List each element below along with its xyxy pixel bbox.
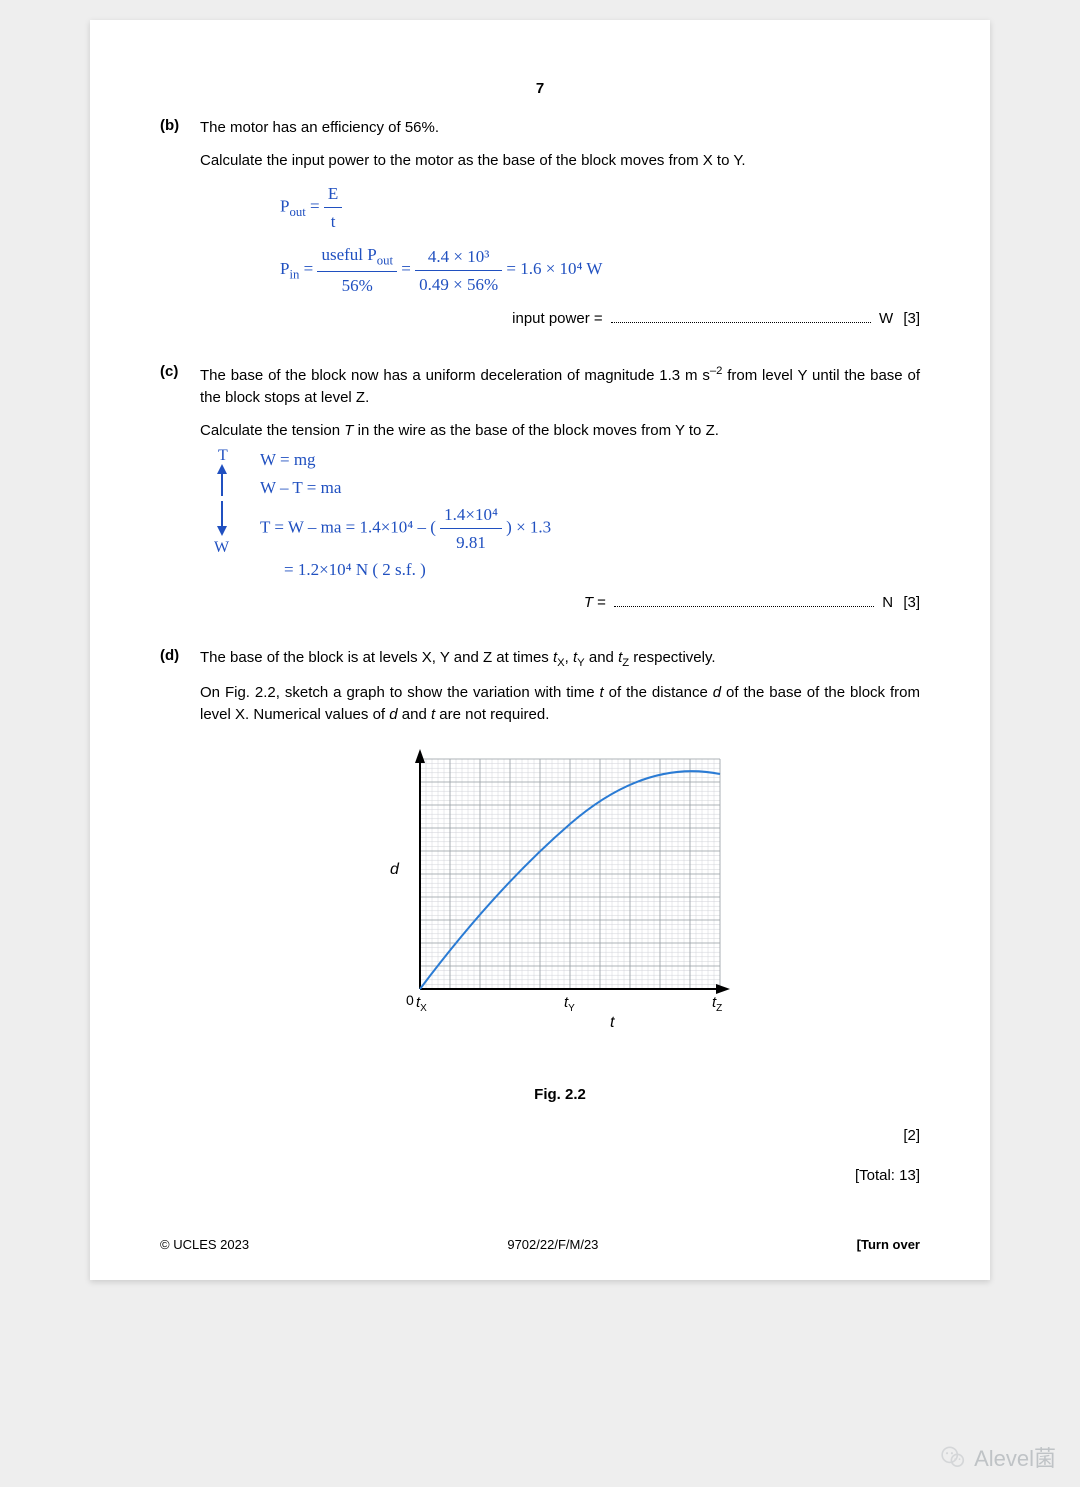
w: = 1.2×10⁴ N ( 2 s.f. ) [260,556,551,583]
t: respectively. [629,649,715,666]
part-d: (d) The base of the block is at levels X… [160,647,920,1188]
page-number: 7 [160,80,920,97]
ans-eq: = [593,594,606,611]
w: out [289,205,305,219]
w: T = W – ma = 1.4×10⁴ – ( [260,517,436,536]
part-b-text: The motor has an efficiency of 56%. [200,119,439,136]
t: d [713,684,721,701]
part-b: (b) The motor has an efficiency of 56%. … [160,117,920,355]
w: useful P [321,245,376,264]
t: and [398,706,431,723]
w: 4.4 × 10³ [415,243,502,271]
watermark-text: Alevel菌 [974,1441,1056,1473]
w: 1.4×10⁴ [440,501,502,529]
w: 56% [317,272,397,299]
part-b-working: Pout = Et Pin = useful Pout56% = 4.4 × 1… [280,180,920,299]
svg-text:tX: tX [416,994,427,1014]
part-b-instr: Calculate the input power to the motor a… [200,150,920,173]
ans-marks: [3] [903,592,920,615]
t: in the wire as the base of the block mov… [353,422,718,439]
w: out [377,254,393,268]
footer-copyright: © UCLES 2023 [160,1237,249,1252]
part-c-body: The base of the block now has a uniform … [200,363,920,639]
watermark: Alevel菌 [940,1441,1056,1473]
part-b-label: (b) [160,117,200,355]
t: X [557,657,565,669]
w: in [289,268,299,282]
svg-text:t: t [610,1014,615,1031]
ans-marks: [3] [903,308,920,331]
svg-text:0: 0 [406,992,414,1008]
exam-page: 7 (b) The motor has an efficiency of 56%… [90,20,990,1280]
svg-text:d: d [390,861,400,878]
t: , [565,649,573,666]
part-c-working: T W W = mg W – T = ma T = W – ma = 1.4×1 [200,446,920,583]
w: 0.49 × 56% [415,271,502,298]
w: ) × 1.3 [506,517,551,536]
w: = [299,259,317,278]
part-b-answer-line: input power = W [3] [200,307,920,331]
ans-unit: N [882,594,893,611]
fbd-t: T [218,447,228,464]
t: Calculate the tension [200,422,344,439]
part-c-label: (c) [160,363,200,639]
t: of the distance [604,684,713,701]
w: = [306,197,324,216]
graph-svg: d 0tX tY tZ t [350,739,770,1049]
t: The base of the block is at levels X, Y … [200,649,553,666]
w: = 1.6 × 10⁴ W [506,259,602,278]
t: are not required. [435,706,549,723]
svg-text:tZ: tZ [712,994,722,1014]
part-c: (c) The base of the block now has a unif… [160,363,920,639]
w: W – T = ma [260,474,551,501]
part-d-marks: [2] [200,1125,920,1148]
part-b-body: The motor has an efficiency of 56%. Calc… [200,117,920,355]
wechat-icon [940,1444,966,1470]
figure-2-2: d 0tX tY tZ t Fig. 2.2 [200,739,920,1107]
w: W = mg [260,446,551,473]
answer-blank [611,307,871,323]
ans-unit: W [879,310,893,327]
part-d-label: (d) [160,647,200,1188]
ans-label: input power = [512,310,602,327]
part-c-instr: Calculate the tension T in the wire as t… [200,420,920,443]
part-c-sup: –2 [710,365,723,377]
t: and [585,649,618,666]
svg-text:tY: tY [564,994,575,1014]
free-body-diagram: T W [200,446,260,583]
part-c-answer-line: T = N [3] [200,591,920,615]
part-d-instr: On Fig. 2.2, sketch a graph to show the … [200,682,920,727]
part-c-text-a: The base of the block now has a uniform … [200,367,710,384]
ans-T: T [584,594,593,611]
footer-turn-over: [Turn over [857,1237,920,1252]
t: Y [577,657,585,669]
answer-blank [614,591,874,607]
w: 9.81 [440,529,502,556]
total-marks: [Total: 13] [200,1165,920,1188]
w: E [324,180,342,208]
figure-caption: Fig. 2.2 [200,1084,920,1107]
t: On Fig. 2.2, sketch a graph to show the … [200,684,600,701]
w: = [401,259,415,278]
w: t [324,208,342,235]
fbd-w: W [214,539,230,556]
t: d [389,706,397,723]
page-footer: © UCLES 2023 9702/22/F/M/23 [Turn over [160,1237,920,1252]
part-d-body: The base of the block is at levels X, Y … [200,647,920,1188]
footer-paper-code: 9702/22/F/M/23 [507,1237,598,1252]
